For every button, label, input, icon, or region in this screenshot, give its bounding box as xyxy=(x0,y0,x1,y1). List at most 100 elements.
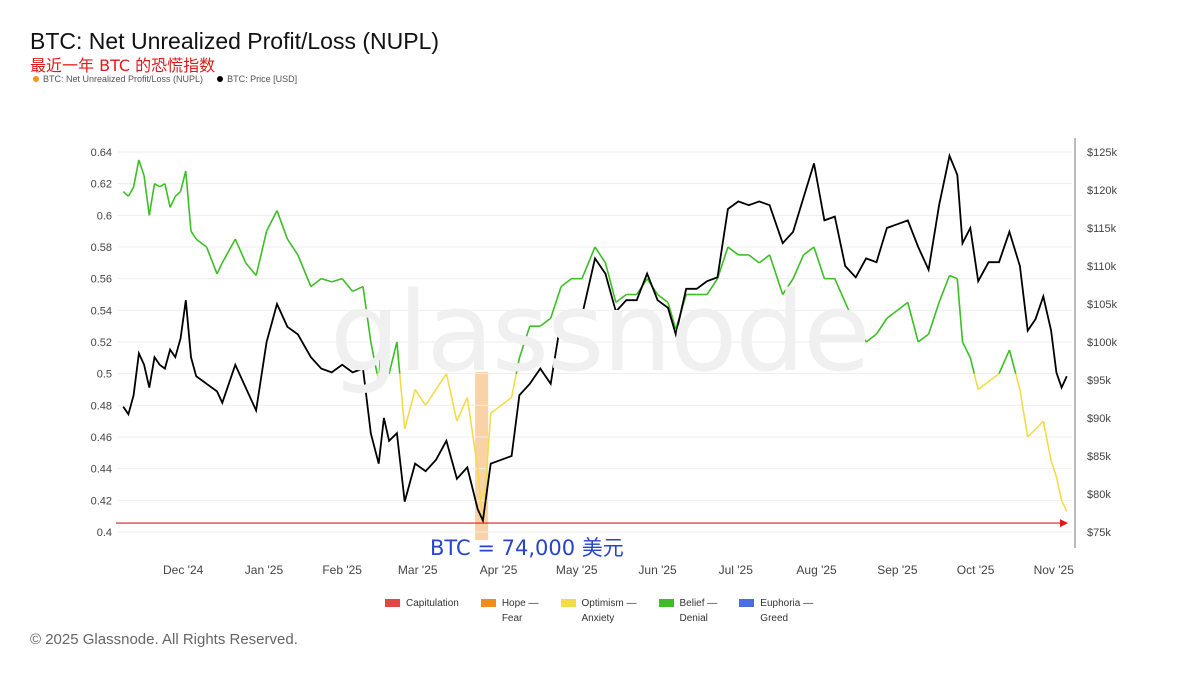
nupl-segment xyxy=(615,293,627,304)
right-tick-label: $80k xyxy=(1087,489,1111,501)
nupl-segment xyxy=(154,182,161,188)
nupl-segment xyxy=(782,278,794,295)
left-tick-label: 0.5 xyxy=(97,369,112,381)
nupl-segment xyxy=(456,397,469,422)
nupl-segment xyxy=(148,183,156,216)
nupl-segment xyxy=(190,230,197,240)
nupl-segment xyxy=(276,210,289,240)
left-tick-label: 0.52 xyxy=(91,337,112,349)
nupl-segment xyxy=(286,238,299,256)
right-tick-label: $110k xyxy=(1087,261,1117,273)
nupl-segment xyxy=(205,246,218,275)
nupl-segment xyxy=(234,238,247,264)
zone-swatch-hope-fear xyxy=(480,599,496,607)
left-tick-label: 0.6 xyxy=(97,210,112,222)
x-tick-label: Apr '25 xyxy=(480,563,518,577)
x-tick-label: Sep '25 xyxy=(877,563,918,577)
x-tick-label: May '25 xyxy=(556,563,598,577)
right-tick-label: $125k xyxy=(1087,147,1117,159)
price-annotation: BTC = 74,000 美元 xyxy=(430,536,624,560)
x-tick-label: Dec '24 xyxy=(163,563,204,577)
zone-label-euphoria-greed: Euphoria — Greed xyxy=(760,598,814,624)
nupl-segment xyxy=(424,389,437,406)
nupl-segment xyxy=(560,278,573,288)
price-line xyxy=(122,152,1068,524)
nupl-segment xyxy=(998,349,1011,374)
nupl-segment xyxy=(414,389,427,406)
nupl-segment xyxy=(969,357,976,374)
x-tick-label: Jul '25 xyxy=(719,563,754,577)
nupl-segment xyxy=(973,373,979,390)
right-tick-label: $85k xyxy=(1087,451,1111,463)
x-tick-label: Nov '25 xyxy=(1034,563,1075,577)
nupl-segment xyxy=(490,404,502,414)
zone-swatch-optimism-anxiety xyxy=(560,599,576,607)
nupl-segment xyxy=(515,357,521,374)
nupl-segment xyxy=(179,170,187,192)
nupl-segment xyxy=(396,341,401,374)
nupl-segment xyxy=(174,190,182,197)
nupl-segment xyxy=(221,238,236,264)
zone-label-capitulation: Capitulation xyxy=(406,598,459,609)
x-tick-label: Oct '25 xyxy=(957,563,995,577)
nupl-segment xyxy=(1055,476,1063,501)
x-tick-label: Aug '25 xyxy=(796,563,837,577)
left-tick-label: 0.4 xyxy=(97,527,112,539)
nupl-segment xyxy=(518,325,531,359)
left-tick-label: 0.48 xyxy=(91,400,112,412)
left-tick-label: 0.62 xyxy=(91,179,112,191)
nupl-segment xyxy=(341,278,354,292)
nupl-segment xyxy=(813,246,826,279)
nupl-segment xyxy=(549,286,562,319)
nupl-segment xyxy=(164,183,171,208)
nupl-segment xyxy=(388,341,398,374)
right-tick-label: $90k xyxy=(1087,413,1111,425)
nupl-segment xyxy=(398,373,406,430)
x-tick-label: Jan '25 xyxy=(245,563,284,577)
nupl-segment xyxy=(435,373,448,390)
nupl-segment xyxy=(255,230,268,276)
nupl-segment xyxy=(184,170,192,232)
zone-legend-euphoria-greed[interactable]: Euphoria — Greed xyxy=(739,596,813,626)
nupl-segment xyxy=(758,254,771,264)
zone-label-optimism-anxiety: Optimism — Anxiety xyxy=(581,598,637,624)
left-tick-label: 0.56 xyxy=(91,274,112,286)
nupl-segment xyxy=(245,262,257,277)
zone-legend: Capitulation Hope — Fear Optimism — Anxi… xyxy=(385,596,813,626)
nupl-segment xyxy=(961,341,972,359)
left-tick-label: 0.42 xyxy=(91,495,112,507)
x-tick-label: Jun '25 xyxy=(638,563,677,577)
nupl-segment xyxy=(143,175,151,216)
zone-legend-capitulation[interactable]: Capitulation xyxy=(385,596,459,626)
copyright-notice: © 2025 Glassnode. All Rights Reserved. xyxy=(30,631,298,648)
nupl-segment xyxy=(768,254,784,295)
legend-item-price[interactable]: BTC: Price [USD] xyxy=(217,74,297,84)
nupl-segment xyxy=(1019,389,1029,438)
nupl-segment xyxy=(657,293,669,304)
zone-legend-optimism-anxiety[interactable]: Optimism — Anxiety xyxy=(560,596,637,626)
reference-arrowhead xyxy=(1060,519,1068,528)
nupl-segment xyxy=(1014,373,1021,390)
nupl-segment xyxy=(1027,428,1037,438)
nupl-segment xyxy=(377,373,381,382)
nupl-segment xyxy=(539,317,552,327)
left-tick-label: 0.44 xyxy=(91,464,112,476)
nupl-segment xyxy=(581,246,596,279)
zone-legend-hope-fear[interactable]: Hope — Fear xyxy=(480,596,539,626)
x-tick-label: Mar '25 xyxy=(398,563,438,577)
nupl-segment xyxy=(834,278,846,303)
nupl-segment xyxy=(938,275,951,303)
nupl-segment xyxy=(716,246,729,279)
zone-legend-belief-denial[interactable]: Belief — Denial xyxy=(658,596,717,626)
nupl-segment xyxy=(844,302,857,327)
nupl-segment xyxy=(265,210,278,232)
zone-swatch-euphoria-greed xyxy=(739,599,755,607)
legend-item-nupl[interactable]: BTC: Net Unrealized Profit/Loss (NUPL) xyxy=(33,74,203,84)
nupl-segment xyxy=(362,286,372,343)
nupl-segment xyxy=(195,238,208,248)
nupl-segment xyxy=(956,278,964,343)
nupl-segment xyxy=(159,182,166,188)
nupl-segment xyxy=(476,468,484,525)
x-tick-label: Feb '25 xyxy=(322,563,362,577)
nupl-segment xyxy=(127,186,135,197)
